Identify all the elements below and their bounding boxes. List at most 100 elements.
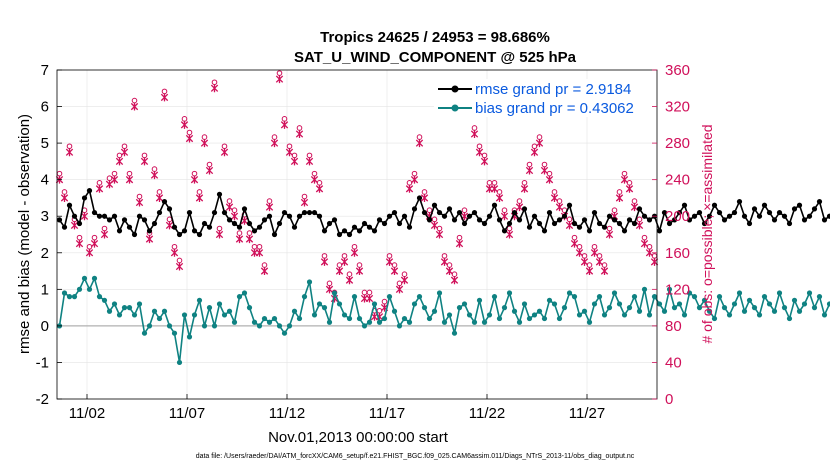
obs-possible-marker (646, 243, 653, 250)
obs-assimilated-marker (395, 285, 404, 294)
rmse-point (221, 209, 228, 216)
bias-point (776, 290, 783, 296)
bias-point (676, 301, 683, 307)
bias-point (366, 319, 373, 325)
bias-point (301, 294, 308, 300)
rmse-point (676, 209, 683, 216)
obs-assimilated-marker (95, 184, 104, 193)
obs-possible-marker (191, 170, 198, 177)
rmse-point (811, 206, 818, 212)
obs-assimilated-marker (615, 193, 624, 202)
rmse-point (351, 224, 358, 230)
bias-point (701, 297, 708, 303)
bias-point (291, 308, 298, 314)
rmse-point (441, 213, 448, 219)
bias-point (196, 297, 203, 303)
bias-point (551, 301, 558, 307)
obs-assimilated-marker (225, 203, 234, 212)
obs-possible-marker (501, 207, 508, 214)
obs-possible-marker (56, 170, 63, 177)
bias-point (346, 315, 353, 322)
obs-assimilated-marker (185, 134, 194, 143)
bias-point (791, 297, 798, 303)
bias-point (231, 319, 238, 325)
bias-point (76, 286, 83, 292)
rmse-point (146, 228, 153, 234)
obs-assimilated-marker (90, 239, 99, 248)
y-tick-label: -2 (36, 391, 49, 408)
bias-point (786, 315, 793, 322)
obs-possible-marker (131, 97, 138, 104)
rmse-point (321, 228, 328, 234)
obs-possible-marker (196, 189, 203, 195)
bias-point (631, 294, 638, 300)
rmse-point (106, 217, 113, 223)
x-tick-label: 11/17 (369, 405, 405, 422)
obs-possible-marker (281, 116, 288, 122)
bias-point (441, 319, 448, 325)
rmse-point (66, 202, 73, 208)
bias-point (646, 312, 653, 318)
bias-point (511, 308, 518, 314)
obs-possible-marker (386, 253, 393, 259)
legend-box (434, 79, 652, 117)
rmse-point (251, 228, 258, 234)
rmse-point (241, 206, 248, 212)
bias-point (221, 312, 228, 318)
bias-point (86, 286, 93, 292)
obs-assimilated-marker (290, 157, 299, 166)
obs-assimilated-marker (120, 148, 129, 157)
obs-assimilated-marker (570, 239, 579, 248)
obs-assimilated-marker (300, 198, 309, 207)
bias-point (736, 290, 743, 296)
bias-point (781, 305, 788, 311)
obs-possible-marker (481, 152, 488, 159)
y-tick-label: 2 (41, 245, 49, 262)
obs-assimilated-marker (430, 221, 439, 230)
obs-possible-marker (406, 180, 413, 186)
bias-point (371, 301, 378, 307)
bias-point (741, 308, 748, 314)
bias-point (826, 301, 830, 307)
bias-point (121, 305, 128, 311)
obs-assimilated-marker (175, 262, 184, 271)
bias-point (186, 334, 193, 340)
rmse-point (591, 209, 598, 216)
bias-point (446, 312, 453, 318)
y2-axis-label: # of obs: o=possible; ×=assimilated (699, 124, 715, 343)
bias-point (131, 312, 138, 318)
obs-possible-marker (311, 170, 318, 177)
bias-point (591, 301, 598, 307)
obs-assimilated-marker (435, 230, 444, 239)
bias-point (481, 319, 488, 325)
obs-possible-marker (96, 180, 103, 186)
rmse-point (641, 213, 648, 219)
obs-possible-marker (506, 225, 513, 232)
y-tick-label: 7 (41, 62, 49, 79)
rmse-point (231, 220, 238, 227)
obs-assimilated-marker (235, 235, 244, 244)
obs-assimilated-marker (345, 276, 354, 285)
obs-assimilated-marker (315, 184, 324, 193)
bias-point (81, 275, 88, 281)
rmse-point (771, 217, 778, 223)
obs-possible-marker (531, 143, 538, 150)
bias-point (611, 290, 618, 296)
bias-point (706, 308, 713, 314)
bias-point (806, 290, 813, 296)
obs-assimilated-marker (390, 267, 399, 276)
rmse-point (156, 209, 163, 216)
rmse-point (541, 228, 548, 234)
axis-ticks: -2 -1 0 1 2 3 4 5 6 7 0 40 80 120 160 200 240 280 320 360 11… (36, 62, 690, 422)
obs-possible-marker (411, 170, 418, 177)
rmse-point (501, 228, 508, 234)
bias-point (751, 305, 758, 311)
obs-possible-marker (496, 189, 503, 195)
bias-point (206, 305, 213, 311)
obs-possible-marker (226, 198, 233, 204)
rmse-point (691, 213, 698, 219)
y2-tick-label: 360 (665, 62, 690, 79)
obs-possible-marker (351, 243, 358, 250)
rmse-point (406, 224, 413, 230)
bias-point (71, 294, 78, 300)
